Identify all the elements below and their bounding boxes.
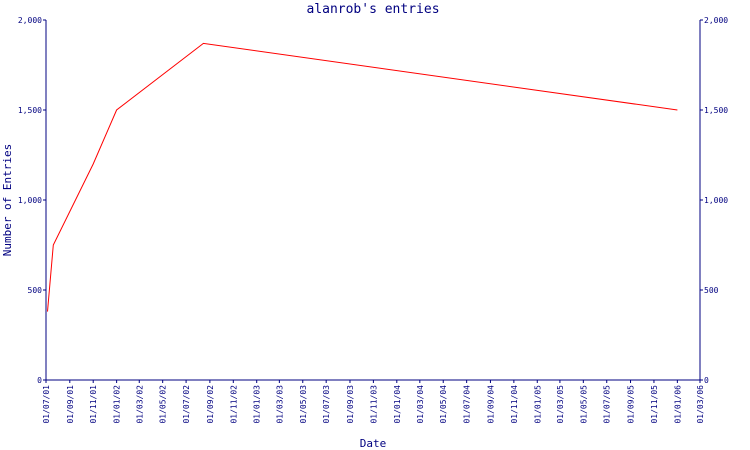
y-tick-label-right: 500	[704, 286, 719, 295]
x-axis-label: Date	[360, 437, 387, 450]
y-tick-label: 0	[37, 376, 42, 385]
x-tick-label: 01/05/02	[159, 385, 168, 424]
series-line	[47, 42, 678, 312]
series-layer	[47, 42, 678, 312]
x-tick-label: 01/07/03	[322, 385, 331, 424]
x-tick-label: 01/09/04	[486, 385, 495, 424]
x-tick-label: 01/07/02	[182, 385, 191, 424]
y-tick-label: 500	[28, 286, 43, 295]
y-tick-label-right: 2,000	[704, 16, 728, 25]
y-tick-label-right: 1,000	[704, 196, 728, 205]
y-axis-ticks: 0 0 500 500 1,000 1,000 1,500 1,500 2,000 2,000	[18, 16, 728, 385]
x-tick-label: 01/01/04	[393, 385, 402, 424]
chart-title: alanrob's entries	[306, 2, 439, 17]
y-axis-label: Number of Entries	[1, 144, 14, 257]
x-tick-label: 01/05/03	[299, 385, 308, 424]
x-tick-label: 01/01/02	[113, 385, 122, 424]
x-tick-label: 01/05/04	[439, 385, 448, 424]
x-tick-label: 01/07/01	[42, 385, 51, 424]
x-tick-label: 01/11/01	[89, 385, 98, 424]
y-tick-label: 2,000	[18, 16, 42, 25]
x-tick-label: 01/07/04	[463, 385, 472, 424]
x-tick-label: 01/01/03	[253, 385, 262, 424]
x-tick-label: 01/03/06	[696, 385, 705, 424]
x-tick-label: 01/11/03	[369, 385, 378, 424]
axes	[45, 20, 701, 381]
x-tick-label: 01/07/05	[603, 385, 612, 424]
x-axis-ticks: 01/07/01 01/09/01 01/11/01 01/01/02 01/03/02…	[42, 380, 705, 424]
x-tick-label: 01/03/05	[556, 385, 565, 424]
x-tick-label: 01/11/04	[510, 385, 519, 424]
x-tick-label: 01/09/02	[206, 385, 215, 424]
x-tick-label: 01/09/03	[346, 385, 355, 424]
x-tick-label: 01/03/02	[135, 385, 144, 424]
x-tick-label: 01/09/01	[66, 385, 75, 424]
x-tick-label: 01/01/06	[673, 385, 682, 424]
x-tick-label: 01/03/03	[275, 385, 284, 424]
y-tick-label: 1,500	[18, 106, 42, 115]
y-tick-label-right: 1,500	[704, 106, 728, 115]
x-tick-label: 01/03/04	[416, 385, 425, 424]
x-tick-label: 01/05/05	[579, 385, 588, 424]
x-tick-label: 01/11/05	[650, 385, 659, 424]
y-tick-label-right: 0	[704, 376, 709, 385]
x-tick-label: 01/09/05	[627, 385, 636, 424]
y-tick-label: 1,000	[18, 196, 42, 205]
x-tick-label: 01/11/02	[229, 385, 238, 424]
x-tick-label: 01/01/05	[533, 385, 542, 424]
